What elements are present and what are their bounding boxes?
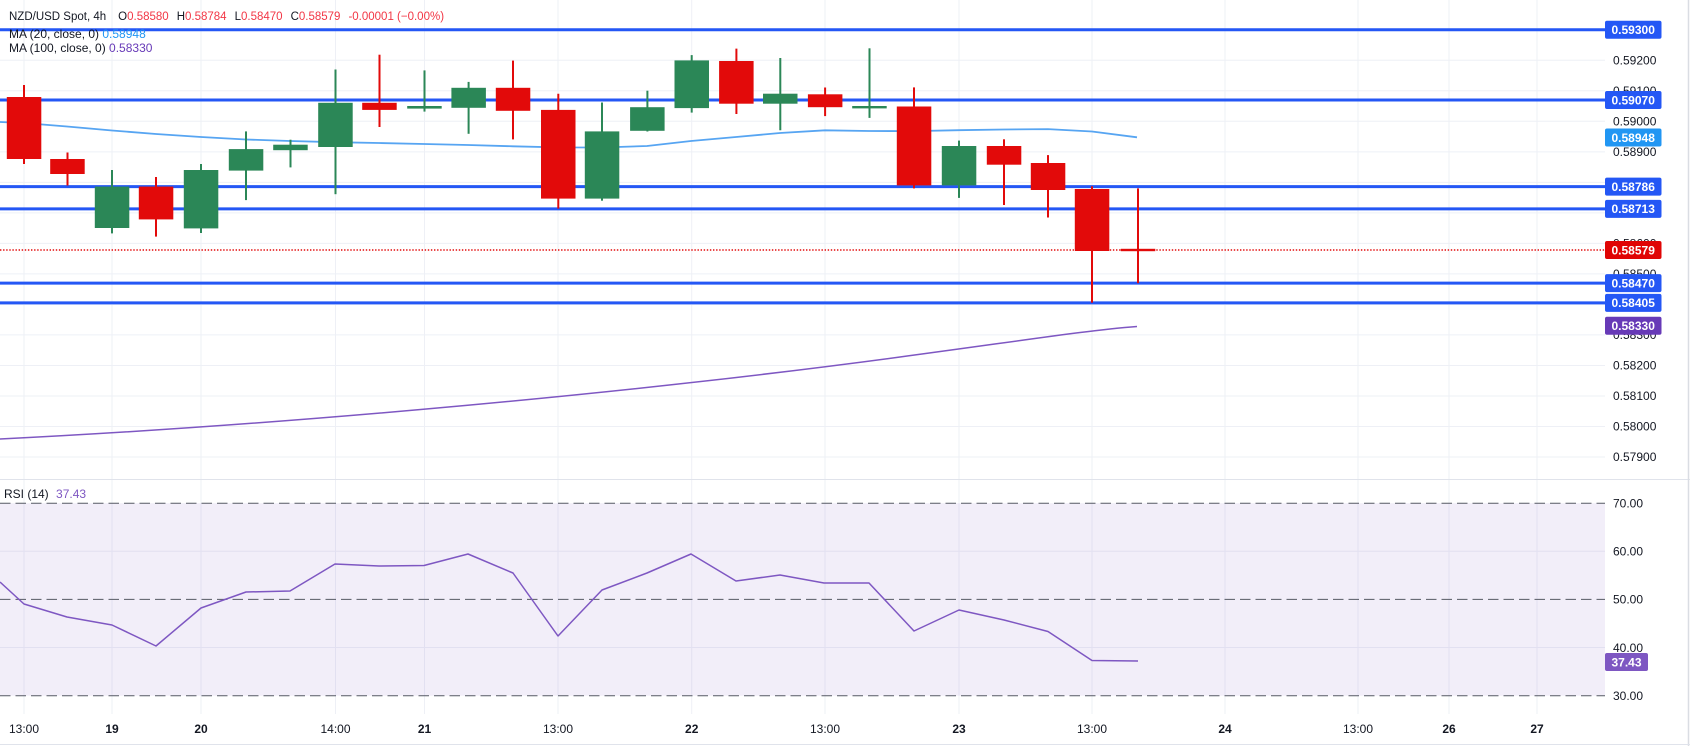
svg-text:RSI (14) 37.43: RSI (14) 37.43 (4, 487, 86, 501)
svg-text:0.58900: 0.58900 (1613, 145, 1657, 159)
svg-text:14:00: 14:00 (320, 722, 350, 736)
svg-text:0.58948: 0.58948 (1612, 131, 1656, 145)
svg-text:30.00: 30.00 (1613, 689, 1643, 703)
svg-text:13:00: 13:00 (1077, 722, 1107, 736)
svg-text:23: 23 (952, 722, 966, 736)
svg-text:0.57900: 0.57900 (1613, 450, 1657, 464)
svg-text:0.59070: 0.59070 (1612, 93, 1656, 107)
svg-text:MA (20, close, 0) 0.58948: MA (20, close, 0) 0.58948 (9, 27, 146, 41)
svg-text:0.58470: 0.58470 (1612, 276, 1656, 290)
svg-text:0.58330: 0.58330 (1612, 319, 1656, 333)
svg-text:MA (100, close, 0) 0.58330: MA (100, close, 0) 0.58330 (9, 41, 153, 55)
svg-text:13:00: 13:00 (1343, 722, 1373, 736)
svg-text:13:00: 13:00 (810, 722, 840, 736)
svg-text:0.58579: 0.58579 (1612, 243, 1656, 257)
svg-text:0.59000: 0.59000 (1613, 115, 1657, 129)
svg-text:0.59300: 0.59300 (1612, 23, 1656, 37)
svg-text:13:00: 13:00 (543, 722, 573, 736)
svg-text:70.00: 70.00 (1613, 496, 1643, 510)
svg-text:22: 22 (685, 722, 699, 736)
svg-text:0.58100: 0.58100 (1613, 389, 1657, 403)
svg-text:0.58200: 0.58200 (1613, 359, 1657, 373)
svg-text:37.43: 37.43 (1611, 655, 1641, 669)
svg-text:27: 27 (1530, 722, 1544, 736)
svg-text:0.58786: 0.58786 (1612, 180, 1656, 194)
svg-text:24: 24 (1218, 722, 1232, 736)
svg-text:50.00: 50.00 (1613, 593, 1643, 607)
svg-text:19: 19 (105, 722, 119, 736)
svg-text:0.58713: 0.58713 (1612, 202, 1656, 216)
svg-text:0.59200: 0.59200 (1613, 54, 1657, 68)
svg-text:20: 20 (194, 722, 208, 736)
svg-text:0.58000: 0.58000 (1613, 420, 1657, 434)
svg-text:13:00: 13:00 (9, 722, 39, 736)
svg-text:40.00: 40.00 (1613, 641, 1643, 655)
svg-text:0.58405: 0.58405 (1612, 296, 1656, 310)
svg-text:60.00: 60.00 (1613, 545, 1643, 559)
svg-text:26: 26 (1442, 722, 1456, 736)
svg-text:21: 21 (418, 722, 432, 736)
